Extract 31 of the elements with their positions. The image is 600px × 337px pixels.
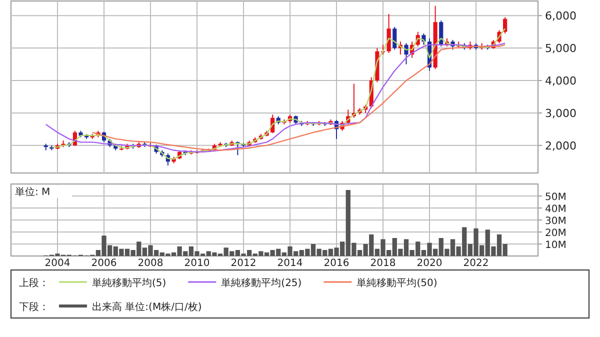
x-tick-label: 2008 (138, 258, 164, 269)
y-tick-label: 20M (545, 228, 566, 239)
legend-label: 単純移動平均(5) (92, 277, 166, 289)
x-tick-label: 2022 (463, 258, 489, 269)
x-tick-label: 2018 (370, 258, 396, 269)
x-tick-label: 2006 (91, 258, 117, 269)
y-tick-label: 40M (545, 204, 566, 215)
y-tick-label: 2,000 (545, 139, 576, 152)
x-tick-label: 2010 (184, 258, 210, 269)
candlestick (392, 26, 397, 50)
legend-label: 単純移動平均(50) (356, 277, 438, 289)
legend-label: 出来高 単位:(M株/口/枚) (92, 301, 202, 313)
y-tick-label: 10M (545, 240, 566, 251)
legend-title: 下段： (19, 301, 49, 313)
y-tick-label: 5,000 (545, 42, 576, 56)
x-tick-label: 2004 (44, 258, 70, 269)
x-tick-label: 2012 (230, 258, 256, 269)
legend-label: 単純移動平均(25) (221, 277, 302, 289)
candlestick (386, 13, 391, 54)
candlestick (503, 16, 508, 34)
y-tick-label: 6,000 (545, 10, 576, 23)
legend-title: 上段： (19, 277, 49, 289)
y-tick-label: 50M (545, 192, 566, 203)
x-tick-label: 2014 (277, 258, 303, 269)
x-tick-label: 2020 (416, 258, 442, 269)
annotation: 単位: M (15, 186, 50, 198)
y-tick-label: 3,000 (545, 106, 576, 120)
y-tick-label: 4,000 (545, 74, 576, 88)
y-tick-label: 30M (545, 216, 566, 227)
candlestick (404, 42, 408, 65)
x-tick-label: 2016 (324, 258, 350, 269)
